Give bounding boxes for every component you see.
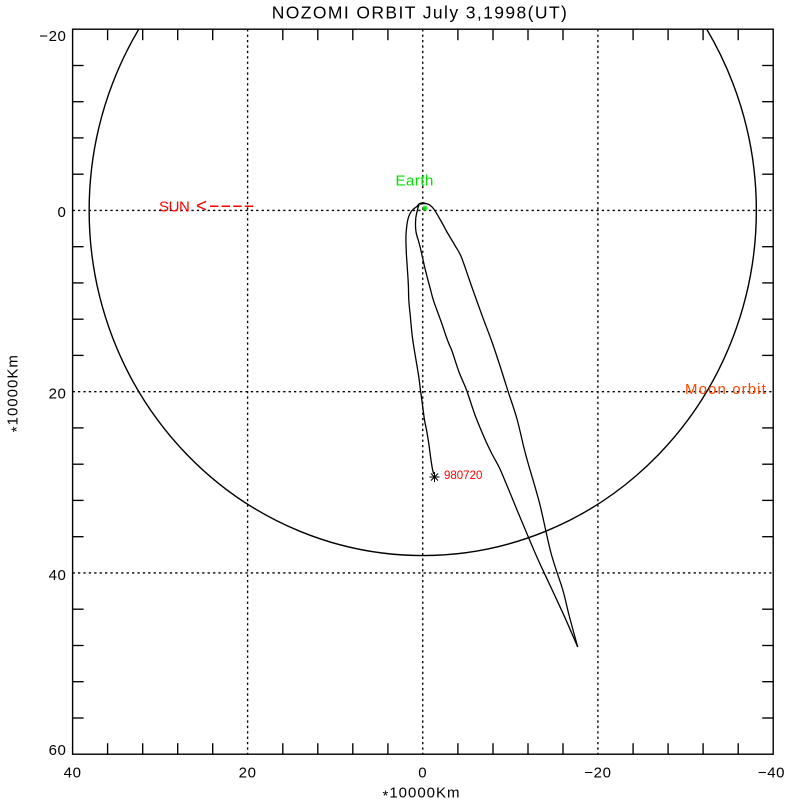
svg-text:20: 20 <box>239 765 257 782</box>
svg-text:−20: −20 <box>39 28 66 45</box>
svg-text:20: 20 <box>49 386 67 403</box>
svg-text:NOZOMI ORBIT July 3,1998(UT): NOZOMI ORBIT July 3,1998(UT) <box>272 3 569 23</box>
svg-text:−20: −20 <box>584 765 611 782</box>
svg-text:SUN: SUN <box>159 199 189 216</box>
svg-text:0: 0 <box>418 765 427 782</box>
svg-text:980720: 980720 <box>444 470 482 482</box>
svg-text:*10000Km: *10000Km <box>5 354 26 432</box>
svg-text:40: 40 <box>64 765 82 782</box>
svg-text:Moon orbit: Moon orbit <box>685 381 767 398</box>
svg-text:40: 40 <box>49 567 67 584</box>
svg-text:*10000Km: *10000Km <box>382 785 460 800</box>
svg-text:0: 0 <box>58 204 67 221</box>
svg-text:Earth: Earth <box>396 173 434 190</box>
svg-text:<: < <box>196 196 207 217</box>
svg-text:−40: −40 <box>758 765 785 782</box>
svg-text:60: 60 <box>49 742 67 759</box>
